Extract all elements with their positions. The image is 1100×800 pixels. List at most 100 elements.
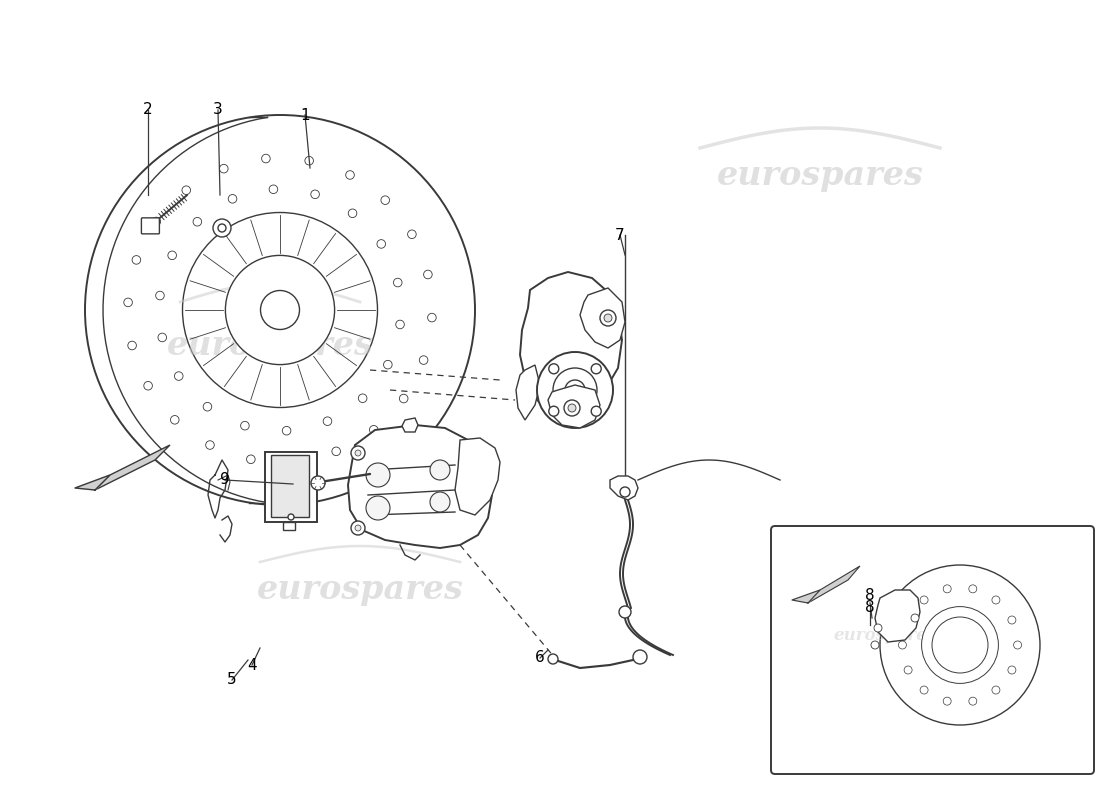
Circle shape <box>132 256 141 264</box>
Circle shape <box>932 617 988 673</box>
Circle shape <box>183 213 377 407</box>
Circle shape <box>396 320 405 329</box>
Circle shape <box>424 270 432 278</box>
Circle shape <box>943 627 978 662</box>
Circle shape <box>922 606 999 683</box>
Polygon shape <box>455 438 500 515</box>
Circle shape <box>904 616 912 624</box>
Circle shape <box>182 186 190 194</box>
Circle shape <box>270 185 277 194</box>
Circle shape <box>305 157 314 165</box>
Circle shape <box>1008 666 1016 674</box>
Polygon shape <box>610 476 638 500</box>
Text: 4: 4 <box>248 658 256 673</box>
Circle shape <box>419 356 428 364</box>
Text: 1: 1 <box>300 107 310 122</box>
Circle shape <box>1013 641 1022 649</box>
Circle shape <box>992 686 1000 694</box>
Text: 9: 9 <box>220 473 230 487</box>
Circle shape <box>880 565 1040 725</box>
Circle shape <box>261 290 299 330</box>
Circle shape <box>549 364 559 374</box>
Circle shape <box>283 426 290 435</box>
Circle shape <box>366 496 390 520</box>
Circle shape <box>168 251 176 260</box>
Circle shape <box>345 170 354 179</box>
Circle shape <box>920 686 928 694</box>
Polygon shape <box>95 445 170 490</box>
Circle shape <box>262 154 271 163</box>
Circle shape <box>311 190 319 198</box>
Polygon shape <box>808 566 860 603</box>
Circle shape <box>241 422 250 430</box>
Polygon shape <box>520 272 621 415</box>
Circle shape <box>943 697 951 705</box>
Circle shape <box>874 624 882 632</box>
Text: 8: 8 <box>866 587 874 602</box>
Circle shape <box>969 697 977 705</box>
Circle shape <box>226 255 334 365</box>
Circle shape <box>144 382 153 390</box>
Text: 3: 3 <box>213 102 223 118</box>
Circle shape <box>969 585 977 593</box>
Circle shape <box>351 521 365 535</box>
Polygon shape <box>792 590 820 603</box>
Circle shape <box>152 217 161 226</box>
Circle shape <box>359 394 367 402</box>
Circle shape <box>591 406 602 416</box>
Text: 8: 8 <box>866 601 874 615</box>
Circle shape <box>992 596 1000 604</box>
Circle shape <box>604 314 612 322</box>
Circle shape <box>377 240 385 248</box>
Circle shape <box>619 606 631 618</box>
FancyBboxPatch shape <box>265 452 317 522</box>
Circle shape <box>206 441 214 450</box>
Circle shape <box>85 115 475 505</box>
Circle shape <box>920 596 928 604</box>
Circle shape <box>911 614 918 622</box>
Circle shape <box>220 164 228 173</box>
FancyBboxPatch shape <box>771 526 1094 774</box>
Circle shape <box>355 450 361 456</box>
Circle shape <box>288 514 294 520</box>
Circle shape <box>428 314 437 322</box>
Circle shape <box>565 380 585 400</box>
Circle shape <box>175 372 183 380</box>
Polygon shape <box>402 418 418 432</box>
FancyBboxPatch shape <box>283 522 295 530</box>
Circle shape <box>394 278 402 287</box>
FancyBboxPatch shape <box>271 455 309 517</box>
Polygon shape <box>580 288 625 348</box>
Text: 5: 5 <box>228 673 236 687</box>
Text: eurospares: eurospares <box>716 158 923 191</box>
Circle shape <box>366 463 390 487</box>
Circle shape <box>246 455 255 463</box>
Circle shape <box>156 291 164 300</box>
Circle shape <box>124 298 132 306</box>
Text: 6: 6 <box>535 650 544 666</box>
Circle shape <box>549 406 559 416</box>
Circle shape <box>349 209 356 218</box>
Circle shape <box>370 426 378 434</box>
Circle shape <box>213 219 231 237</box>
Text: 7: 7 <box>615 227 625 242</box>
Circle shape <box>871 641 879 649</box>
Polygon shape <box>348 425 492 548</box>
Circle shape <box>228 194 236 203</box>
Circle shape <box>548 654 558 664</box>
Polygon shape <box>548 385 600 428</box>
Circle shape <box>170 415 179 424</box>
Circle shape <box>355 525 361 531</box>
Polygon shape <box>75 475 110 490</box>
FancyBboxPatch shape <box>142 218 160 234</box>
Circle shape <box>204 402 211 411</box>
Circle shape <box>381 196 389 205</box>
Circle shape <box>323 417 332 426</box>
Circle shape <box>568 404 576 412</box>
Text: eurospares: eurospares <box>834 626 936 643</box>
Circle shape <box>899 641 906 649</box>
Circle shape <box>194 218 201 226</box>
Circle shape <box>537 352 613 428</box>
Circle shape <box>218 224 226 232</box>
Circle shape <box>632 650 647 664</box>
